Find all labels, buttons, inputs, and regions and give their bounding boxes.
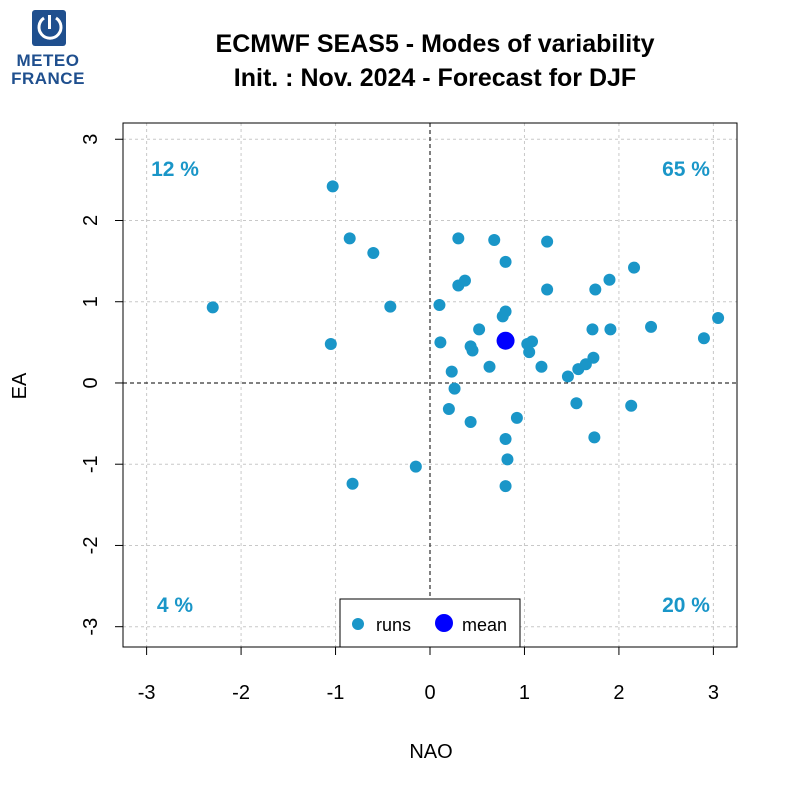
run-point xyxy=(409,460,422,473)
quadrant-top-left-percent: 12 % xyxy=(151,158,199,181)
x-axis-label: NAO xyxy=(409,741,452,763)
y-tick-label: 3 xyxy=(80,134,102,145)
x-tick-label: -2 xyxy=(232,682,250,704)
run-point xyxy=(570,397,583,410)
run-point xyxy=(604,323,617,336)
y-axis-label: EA xyxy=(9,372,31,399)
y-tick-label: 1 xyxy=(80,296,102,307)
run-point xyxy=(535,360,548,373)
run-point xyxy=(343,232,356,245)
run-point xyxy=(445,365,458,378)
run-point xyxy=(433,298,446,311)
run-point xyxy=(712,311,725,324)
run-point xyxy=(561,370,574,383)
legend-mean-label: mean xyxy=(462,615,507,635)
axes: -3 -2 -1 0 1 2 3 -3 -2 -1 0 1 2 3 xyxy=(80,134,719,704)
run-point xyxy=(488,233,501,246)
legend-runs-marker xyxy=(352,618,364,630)
run-point xyxy=(499,433,512,446)
legend-box xyxy=(339,598,521,648)
run-point xyxy=(448,382,461,395)
run-point xyxy=(326,180,339,193)
run-point xyxy=(346,477,359,490)
y-tick-label: 0 xyxy=(80,377,102,388)
run-point xyxy=(473,323,486,336)
run-point xyxy=(458,274,471,287)
logo-text-line1: METEO xyxy=(16,51,80,70)
run-point xyxy=(603,273,616,286)
run-point xyxy=(324,337,337,350)
y-tick-label: -3 xyxy=(80,618,102,636)
chart-title-line2: Init. : Nov. 2024 - Forecast for DJF xyxy=(233,64,637,92)
run-point xyxy=(206,301,219,314)
run-point xyxy=(464,415,477,428)
run-point xyxy=(499,255,512,268)
x-tick-label: -1 xyxy=(327,682,345,704)
run-point xyxy=(496,310,509,323)
run-point xyxy=(587,351,600,364)
legend-runs-label: runs xyxy=(376,615,411,635)
run-point xyxy=(625,399,638,412)
y-tick-label: 2 xyxy=(80,215,102,226)
quadrant-bottom-left-percent: 4 % xyxy=(157,594,194,617)
run-point xyxy=(483,360,496,373)
y-tick-label: -1 xyxy=(80,455,102,473)
run-point xyxy=(645,320,658,333)
run-point xyxy=(510,411,523,424)
chart-title-line1: ECMWF SEAS5 - Modes of variability xyxy=(215,30,655,58)
run-point xyxy=(452,232,465,245)
meteo-france-emblem-icon xyxy=(32,10,66,46)
run-point xyxy=(367,246,380,259)
x-tick-label: 2 xyxy=(613,682,624,704)
run-point xyxy=(466,344,479,357)
run-point xyxy=(501,453,514,466)
x-tick-label: 1 xyxy=(519,682,530,704)
logo-text-line2: FRANCE xyxy=(11,69,85,88)
run-point xyxy=(434,336,447,349)
data-points xyxy=(206,180,725,493)
run-point xyxy=(523,346,536,359)
run-point xyxy=(541,283,554,296)
mean-point xyxy=(496,331,515,350)
legend-mean-marker xyxy=(435,614,453,632)
x-tick-label: 3 xyxy=(708,682,719,704)
y-tick-label: -2 xyxy=(80,537,102,555)
run-point xyxy=(442,402,455,415)
meteo-france-logo: METEO FRANCE xyxy=(8,8,88,92)
run-point xyxy=(526,335,539,348)
run-point xyxy=(588,431,601,444)
run-point xyxy=(697,332,710,345)
quadrant-top-right-percent: 65 % xyxy=(662,158,710,181)
run-point xyxy=(586,323,599,336)
run-point xyxy=(589,283,602,296)
run-point xyxy=(541,235,554,248)
run-point xyxy=(499,480,512,493)
x-tick-label: -3 xyxy=(138,682,156,704)
zero-lines xyxy=(123,123,737,647)
run-point xyxy=(628,261,641,274)
legend: runs mean xyxy=(339,598,521,648)
x-tick-label: 0 xyxy=(424,682,435,704)
run-point xyxy=(384,300,397,313)
quadrant-bottom-right-percent: 20 % xyxy=(662,594,710,617)
